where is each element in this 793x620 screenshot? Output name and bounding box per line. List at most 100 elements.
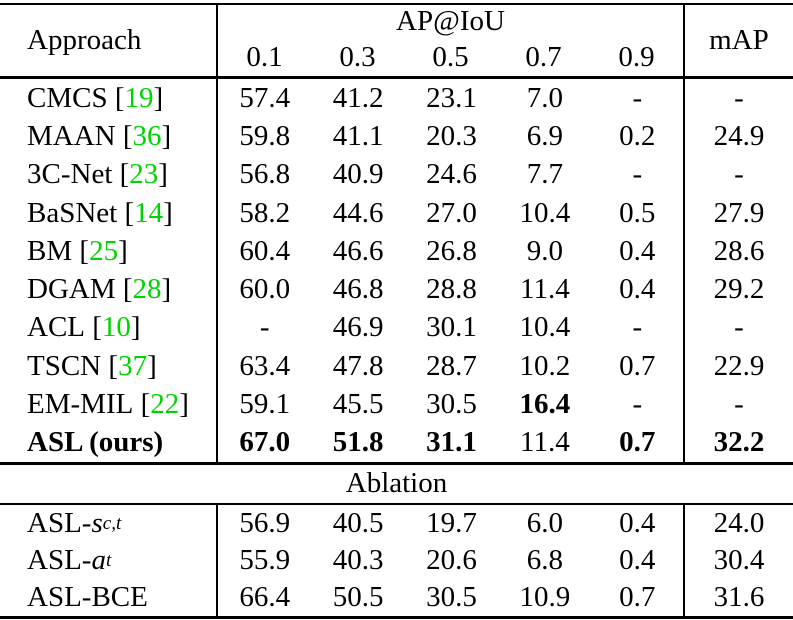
ablation-header-bottom-rule — [0, 502, 793, 505]
citation-number: 10 — [101, 311, 131, 344]
ap-value-cell: - — [592, 308, 685, 348]
ap-value-cell: 0.4 — [592, 270, 685, 309]
iou-threshold-header: 0.9 — [618, 40, 655, 73]
ap-value-cell: - — [592, 79, 685, 118]
citation-number: 19 — [124, 81, 154, 114]
citation-close-bracket: ] — [161, 119, 172, 152]
citation-close-bracket: ] — [130, 311, 141, 344]
ap-value-cell: 56.9 — [239, 506, 291, 539]
method-label: DGAM — [27, 273, 116, 306]
ap-value-cell: 44.6 — [332, 196, 384, 229]
column-header-approach: Approach — [0, 5, 218, 76]
approach-cell: MAAN [36] — [0, 117, 218, 156]
citation-number: 22 — [150, 388, 180, 421]
ap-value-cell: 11.4 — [520, 273, 570, 306]
main-results-rows: CMCS [19] 57.4 41.2 23.1 7.0- - MAAN [36] 59.8 4… — [0, 79, 793, 462]
main-result-row: TSCN [37] 63.4 47.8 28.7 10.2 0.7 22.9 — [0, 347, 793, 386]
approach-cell: EM-MIL [22] — [0, 385, 218, 424]
ablation-result-row: ASL-s c,t 56.9 40.5 19.7 6.0 0.4 24.0 — [0, 504, 793, 542]
ap-value-cell: 0.5 — [592, 193, 685, 233]
ap-value-cell: 55.9 — [239, 543, 291, 576]
column-header-ap-iou: AP@IoU — [218, 5, 683, 38]
method-label: BM — [27, 234, 73, 267]
approach-cell: CMCS [19] — [0, 79, 218, 118]
ap-value-cell: 6.0 — [526, 506, 564, 539]
ablation-top-rule — [0, 461, 793, 465]
ap-value-cell: 63.4 — [239, 349, 291, 382]
approach-cell: ACL [10] — [0, 308, 218, 348]
ap-value-cell: 11.4 — [520, 426, 570, 459]
ap-value-cell: 20.3 — [426, 119, 477, 152]
map-value-cell: 24.0 — [713, 506, 765, 539]
map-value-cell: 32.2 — [713, 426, 765, 459]
column-group-ap-iou: AP@IoU 0.1 0.3 0.5 0.7 0.9 — [218, 5, 685, 76]
iou-thresholds-row: 0.1 0.3 0.5 0.7 0.9 — [218, 38, 683, 76]
ap-value-cell: 57.4 — [239, 81, 291, 114]
citation-number: 23 — [129, 158, 159, 191]
ap-value-cell: 7.0 — [526, 81, 564, 114]
iou-threshold-header: 0.7 — [525, 40, 562, 73]
ap-value-cell: 46.6 — [332, 234, 384, 267]
ap-value-cell: 31.1 — [426, 426, 477, 459]
ap-value-cell: - — [592, 155, 685, 194]
main-result-row: 3C-Net [23] 56.8 40.9 24.6 7.7- - — [0, 155, 793, 194]
ap-value-cell: 0.4 — [592, 504, 685, 542]
approach-cell: ASL-BCE — [0, 578, 218, 616]
ap-value-cell: 0.7 — [592, 347, 685, 386]
ap-value-cell: 41.1 — [332, 119, 384, 152]
ap-value-cell: 28.7 — [426, 349, 477, 382]
ap-value-cell: 23.1 — [426, 81, 477, 114]
math-symbol: s — [91, 506, 103, 539]
citation-close-bracket: ] — [163, 196, 173, 229]
map-value-cell: - — [734, 311, 744, 344]
method-label: MAAN — [27, 119, 116, 152]
ap-value-cell: 27.0 — [426, 196, 477, 229]
map-value-cell: 22.9 — [713, 349, 765, 382]
main-result-row: EM-MIL [22] 59.1 45.5 30.5 16.4- - — [0, 385, 793, 424]
ap-value-cell: 10.2 — [519, 349, 571, 382]
approach-cell: DGAM [28] — [0, 270, 218, 309]
ap-value-cell: 16.4 — [519, 388, 571, 421]
citation-number: 28 — [132, 273, 162, 306]
ap-value-cell: 28.8 — [426, 273, 477, 306]
citation-close-bracket: ] — [153, 81, 164, 114]
citation-close-bracket: ] — [158, 158, 168, 191]
ap-value-cell: 30.5 — [426, 580, 477, 613]
map-value-cell: 29.2 — [713, 273, 765, 306]
approach-cell: ASL (ours) — [0, 423, 218, 462]
ap-value-cell: 40.9 — [332, 158, 384, 191]
ap-value-cell: 47.8 — [332, 349, 384, 382]
main-result-row: CMCS [19] 57.4 41.2 23.1 7.0- - — [0, 79, 793, 118]
method-label: ASL (ours) — [27, 426, 164, 459]
citation-number: 14 — [134, 196, 164, 229]
citation-open-bracket: [ — [72, 234, 90, 267]
map-value-cell: - — [734, 388, 744, 421]
ap-value-cell: 0.4 — [592, 232, 685, 271]
math-subscript: t — [105, 549, 112, 571]
table-top-rule — [0, 3, 793, 5]
ap-value-cell: 45.5 — [332, 388, 384, 421]
main-result-row: BaSNet [14] 58.2 44.6 27.0 10.4 0.5 27.9 — [0, 193, 793, 233]
citation-number: 25 — [89, 234, 119, 267]
citation-close-bracket: ] — [118, 234, 128, 267]
ap-value-cell: 41.2 — [332, 81, 384, 114]
ap-value-cell: 30.5 — [426, 388, 477, 421]
ap-value-cell: 24.6 — [426, 158, 477, 191]
ablation-result-row: ASL-BCE 66.4 50.5 30.5 10.9 0.7 31.6 — [0, 578, 793, 616]
ap-value-cell: 30.1 — [426, 311, 477, 344]
table-header: Approach AP@IoU 0.1 0.3 0.5 0.7 0.9 mAP — [0, 5, 793, 76]
citation-open-bracket: [ — [85, 311, 102, 344]
citation-open-bracket: [ — [107, 81, 125, 114]
ap-value-cell: 40.3 — [332, 543, 384, 576]
approach-cell: ASL-a t — [0, 541, 218, 579]
ap-value-cell: 51.8 — [332, 426, 384, 459]
approach-cell: BaSNet [14] — [0, 193, 218, 233]
math-subscript: c,t — [102, 512, 122, 534]
ap-value-cell: 40.5 — [332, 506, 384, 539]
ap-value-cell: 59.1 — [239, 388, 291, 421]
method-label: ASL-BCE — [27, 580, 148, 613]
method-label: BaSNet — [27, 196, 118, 229]
citation-open-bracket: [ — [115, 273, 133, 306]
approach-cell: BM [25] — [0, 232, 218, 271]
ap-value-cell: 0.7 — [592, 423, 685, 462]
